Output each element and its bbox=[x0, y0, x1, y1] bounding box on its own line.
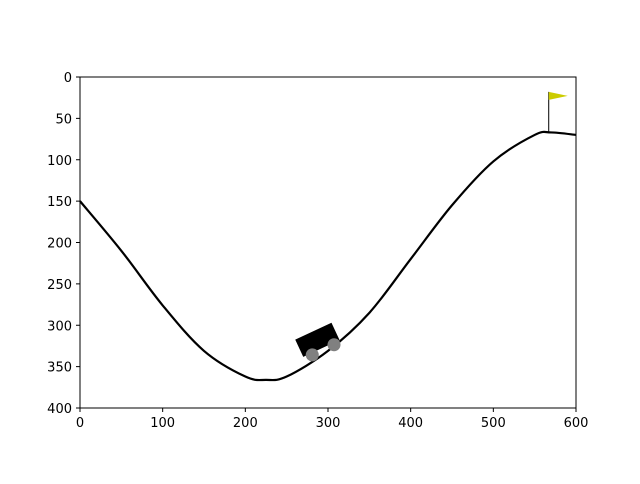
car bbox=[295, 322, 341, 362]
y-tick-label: 150 bbox=[47, 195, 72, 210]
x-tick-label: 400 bbox=[398, 416, 423, 431]
y-tick-label: 400 bbox=[47, 402, 72, 417]
x-tick-label: 300 bbox=[316, 416, 341, 431]
y-tick-label: 200 bbox=[47, 237, 72, 252]
y-tick-label: 100 bbox=[47, 154, 72, 169]
y-axis: 0 50 100 150 200 250 300 350 400 bbox=[47, 71, 80, 417]
y-tick-label: 50 bbox=[55, 112, 72, 127]
x-tick-label: 100 bbox=[150, 416, 175, 431]
flag-cloth bbox=[548, 91, 568, 100]
x-tick-label: 0 bbox=[76, 416, 84, 431]
y-tick-label: 300 bbox=[47, 319, 72, 334]
terrain-curve bbox=[79, 130, 577, 382]
x-tick-label: 200 bbox=[233, 416, 258, 431]
x-tick-label: 500 bbox=[481, 416, 506, 431]
axes-frame bbox=[79, 76, 577, 409]
car-rear-wheel bbox=[305, 348, 319, 362]
y-tick-label: 0 bbox=[64, 71, 72, 86]
x-tick-label: 600 bbox=[564, 416, 589, 431]
plot-area bbox=[79, 91, 577, 382]
y-tick-label: 350 bbox=[47, 361, 72, 376]
x-axis: 0 100 200 300 400 500 600 bbox=[76, 408, 589, 431]
y-tick-label: 250 bbox=[47, 278, 72, 293]
goal-flag bbox=[548, 91, 568, 133]
car-front-wheel bbox=[327, 338, 341, 352]
car-body bbox=[295, 322, 340, 357]
